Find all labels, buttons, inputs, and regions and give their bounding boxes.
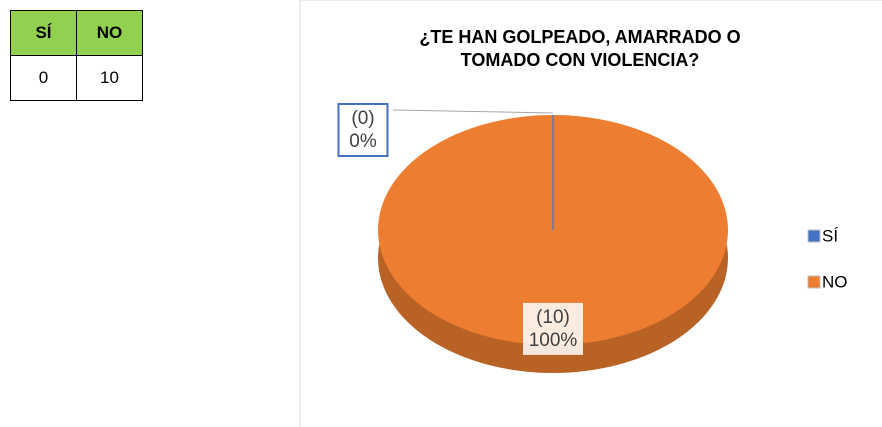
data-label: 100%: [529, 330, 578, 351]
data-label: 0%: [349, 131, 377, 152]
table-cell: 10: [76, 55, 143, 101]
legend-label: NO: [822, 272, 848, 291]
legend-swatch: [807, 229, 821, 243]
table-header: NO: [76, 10, 143, 56]
data-label: (0): [351, 108, 374, 129]
chart-title: ¿TE HAN GOLPEADO, AMARRADO O: [419, 27, 740, 47]
legend-swatch: [807, 275, 821, 289]
label-box: [337, 103, 389, 157]
label-box: [523, 302, 583, 355]
legend-label: SÍ: [822, 226, 838, 245]
data-label: (10): [536, 307, 570, 328]
data-table: SÍ NO 0 10: [10, 10, 143, 101]
leader-line: [392, 109, 554, 114]
table-header: SÍ: [10, 10, 77, 56]
table-cell: 0: [10, 55, 77, 101]
chart-title: TOMADO CON VIOLENCIA?: [461, 50, 700, 70]
